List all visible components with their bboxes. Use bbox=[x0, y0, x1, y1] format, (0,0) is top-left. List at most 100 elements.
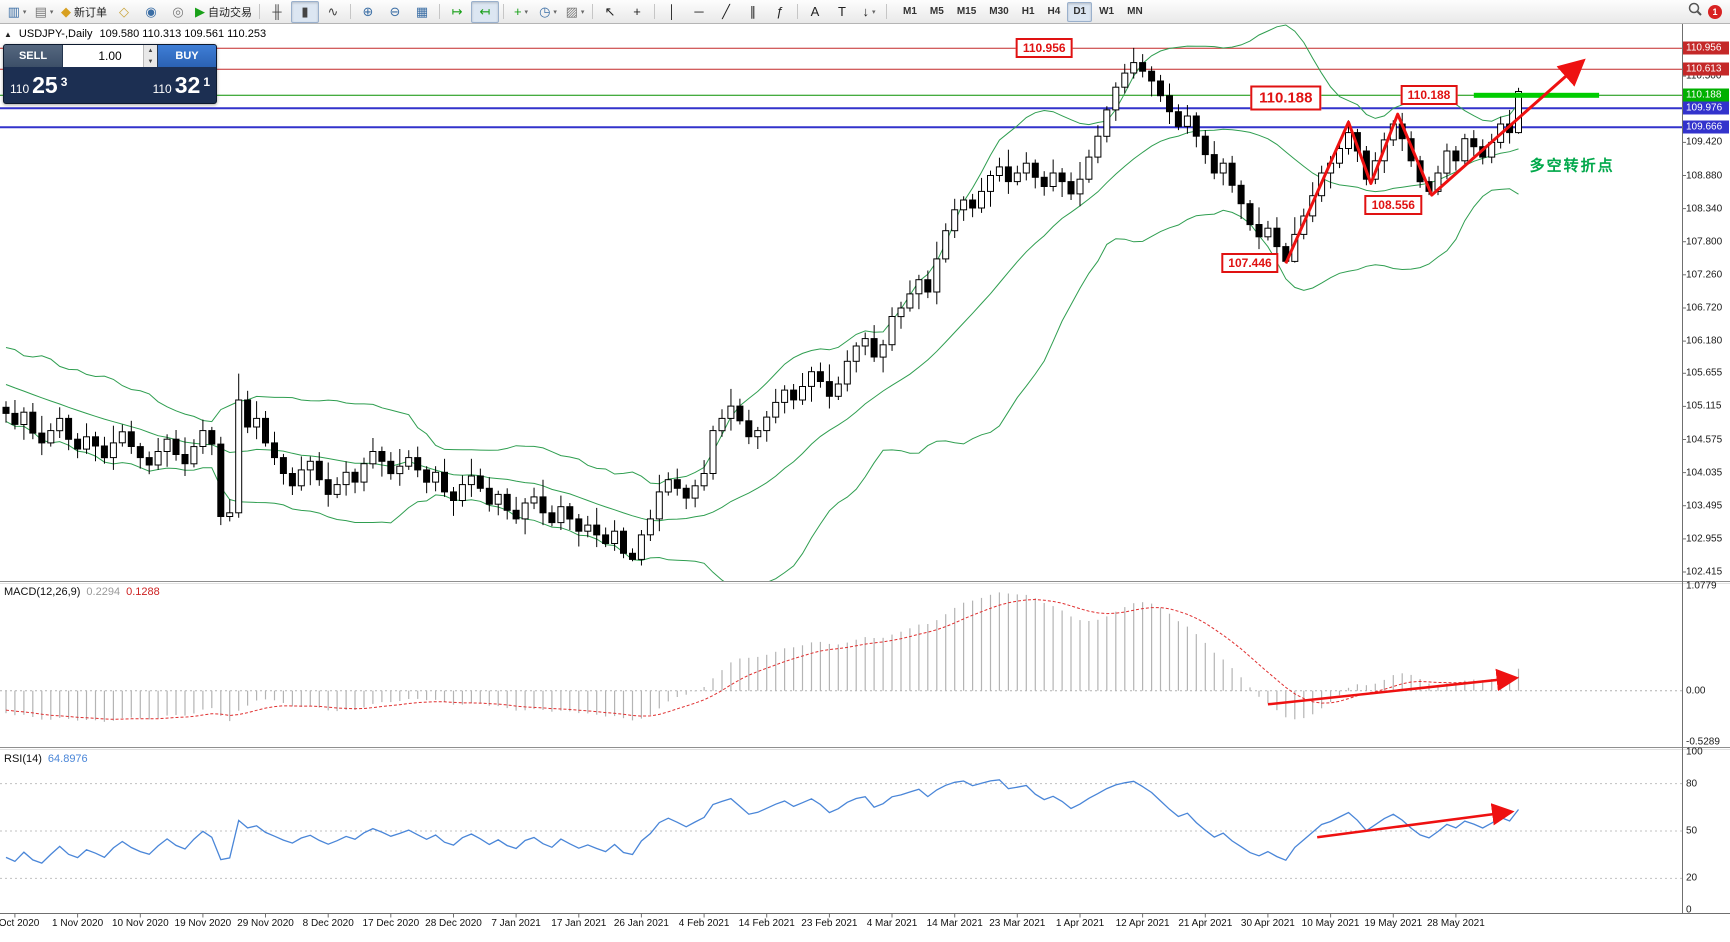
metaeditor-button[interactable]: ◇ bbox=[111, 2, 137, 22]
autotrading-button[interactable]: ▶ 自动交易 bbox=[192, 2, 255, 22]
search-icon[interactable] bbox=[1687, 1, 1703, 22]
bar-chart-icon: ╫ bbox=[272, 4, 282, 19]
rsi-name: RSI(14) bbox=[4, 753, 42, 765]
volume-value: 1.00 bbox=[98, 49, 122, 63]
navigator-icon: ◎ bbox=[172, 4, 184, 19]
buy-price-pips: 32 bbox=[174, 71, 201, 98]
one-click-trading-panel: SELL 1.00 ▲ ▼ BUY 110 25 3 110 32 1 bbox=[3, 44, 217, 104]
sell-button[interactable]: SELL bbox=[4, 45, 62, 67]
trendline-button[interactable]: ╱ bbox=[713, 2, 739, 22]
timeframe-d1[interactable]: D1 bbox=[1067, 1, 1093, 22]
new-order-icon: ◆ bbox=[61, 4, 71, 19]
channel-icon: ∥ bbox=[749, 4, 757, 19]
toolbar-separator bbox=[654, 4, 655, 19]
buy-price-point: 1 bbox=[203, 74, 210, 89]
new-chart-button[interactable]: ▥ ▾ bbox=[4, 2, 30, 22]
crosshair-button[interactable]: + bbox=[624, 2, 650, 22]
volume-input[interactable]: 1.00 ▲ ▼ bbox=[62, 45, 158, 67]
periods-button[interactable]: ◷ ▾ bbox=[535, 2, 561, 22]
timeframe-m15[interactable]: M15 bbox=[956, 6, 977, 17]
cursor-button[interactable]: ↖ bbox=[597, 2, 623, 22]
crosshair-icon: + bbox=[633, 4, 641, 19]
toolbar-separator bbox=[886, 4, 887, 19]
sell-price[interactable]: 110 25 3 bbox=[4, 71, 110, 98]
bar-chart-button[interactable]: ╫ bbox=[264, 2, 290, 22]
cursor-icon: ↖ bbox=[604, 4, 616, 19]
horizontal-line-icon: ─ bbox=[694, 4, 704, 19]
rsi-value: 64.8976 bbox=[47, 753, 88, 765]
toolbar-separator bbox=[259, 4, 260, 19]
notification-badge[interactable]: 1 bbox=[1708, 4, 1722, 19]
tile-windows-icon: ▦ bbox=[415, 4, 429, 19]
macd-main-value: 0.2294 bbox=[86, 586, 121, 598]
auto-scroll-button[interactable]: ↦ bbox=[444, 2, 470, 22]
horizontal-line-button[interactable]: ─ bbox=[686, 2, 712, 22]
fibonacci-button[interactable]: ƒ bbox=[767, 2, 793, 22]
buy-button[interactable]: BUY bbox=[158, 45, 216, 67]
label-button[interactable]: T bbox=[829, 2, 855, 22]
trendline-icon: ╱ bbox=[722, 4, 730, 19]
chart-area[interactable] bbox=[0, 24, 1730, 942]
sell-price-point: 3 bbox=[60, 74, 68, 89]
dropdown-caret-icon: ▾ bbox=[871, 8, 876, 16]
timeframe-m30[interactable]: M30 bbox=[989, 6, 1009, 17]
rsi-pane-label: RSI(14) 64.8976 bbox=[4, 753, 88, 765]
panel-splitter[interactable] bbox=[0, 578, 1730, 585]
line-chart-button[interactable]: ∿ bbox=[320, 2, 346, 22]
dropdown-caret-icon: ▾ bbox=[553, 8, 557, 16]
buy-price[interactable]: 110 32 1 bbox=[110, 71, 216, 98]
candlestick-button[interactable]: ▮ bbox=[291, 0, 319, 23]
arrows-button[interactable]: ↓ ▾ bbox=[856, 2, 882, 22]
timeframe-m1[interactable]: M1 bbox=[903, 6, 917, 17]
market-watch-button[interactable]: ◉ bbox=[138, 2, 164, 22]
volume-down-button[interactable]: ▼ bbox=[144, 56, 157, 67]
sell-price-pips: 25 bbox=[32, 71, 58, 98]
channel-button[interactable]: ∥ bbox=[740, 2, 766, 22]
vertical-line-button[interactable]: │ bbox=[659, 2, 685, 22]
chart-shift-icon: ↤ bbox=[479, 4, 491, 19]
tile-windows-button[interactable]: ▦ bbox=[409, 2, 435, 22]
templates-button[interactable]: ▨ ▾ bbox=[562, 2, 588, 22]
autotrading-button-label: 自动交易 bbox=[208, 6, 252, 19]
time-axis[interactable] bbox=[0, 914, 1682, 942]
new-order-button[interactable]: ◆ 新订单 bbox=[58, 2, 110, 22]
indicators-icon: + bbox=[513, 4, 522, 19]
dropdown-caret-icon: ▾ bbox=[524, 8, 529, 16]
price-axis[interactable] bbox=[1683, 24, 1730, 914]
label-icon: T bbox=[838, 4, 846, 19]
volume-up-button[interactable]: ▲ bbox=[144, 45, 157, 56]
chart-shift-button[interactable]: ↤ bbox=[471, 0, 499, 23]
toolbar: ▥ ▾ ▤ ▾ ◆ 新订单 ◇ ◉ ◎ ▶ 自动交易 ╫ ▮ ∿ ⊕ ⊖ ▦ ↦ ↤ + ▾ ◷ ▾ ▨ ▾ ↖ + │ ─ ╱ ∥ ƒ A T ↓… bbox=[0, 0, 1730, 24]
chart-title: ▲ USDJPY-,Daily 109.580 110.313 109.561 … bbox=[4, 28, 266, 40]
timeframe-w1[interactable]: W1 bbox=[1099, 6, 1115, 17]
timeframe-h4[interactable]: H4 bbox=[1047, 6, 1061, 17]
dropdown-caret-icon: ▾ bbox=[49, 8, 54, 16]
macd-signal-value: 0.1288 bbox=[126, 586, 160, 598]
zoom-in-button[interactable]: ⊕ bbox=[355, 2, 381, 22]
macd-name: MACD(12,26,9) bbox=[4, 586, 81, 598]
macd-pane-label: MACD(12,26,9) 0.2294 0.1288 bbox=[4, 586, 160, 598]
new-order-button-label: 新订单 bbox=[74, 6, 107, 19]
collapse-icon[interactable]: ▲ bbox=[4, 29, 12, 39]
text-button[interactable]: A bbox=[802, 2, 828, 22]
periods-icon: ◷ bbox=[539, 4, 551, 19]
arrows-icon: ↓ bbox=[862, 4, 869, 19]
zoom-out-icon: ⊖ bbox=[389, 4, 401, 19]
indicators-button[interactable]: + ▾ bbox=[508, 2, 534, 22]
zoom-out-button[interactable]: ⊖ bbox=[382, 2, 408, 22]
symbol-period-label: USDJPY-,Daily bbox=[18, 28, 93, 40]
toolbar-separator bbox=[350, 4, 351, 19]
toolbar-separator bbox=[592, 4, 593, 19]
timeframe-m5[interactable]: M5 bbox=[929, 6, 944, 17]
vertical-line-icon: │ bbox=[667, 4, 677, 19]
panel-splitter[interactable] bbox=[0, 744, 1730, 751]
timeframe-h1[interactable]: H1 bbox=[1021, 6, 1035, 17]
autotrading-icon: ▶ bbox=[195, 4, 205, 19]
navigator-button[interactable]: ◎ bbox=[165, 2, 191, 22]
timeframe-mn[interactable]: MN bbox=[1127, 6, 1143, 17]
toolbar-separator bbox=[503, 4, 504, 19]
profiles-button[interactable]: ▤ ▾ bbox=[31, 2, 57, 22]
line-chart-icon: ∿ bbox=[327, 4, 339, 19]
dropdown-caret-icon: ▾ bbox=[22, 8, 27, 16]
